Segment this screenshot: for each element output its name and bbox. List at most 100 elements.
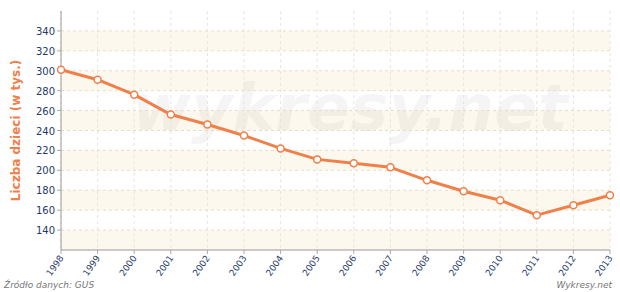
- point: [497, 197, 504, 204]
- grid-line: [61, 170, 610, 171]
- category-label: 2012: [557, 253, 578, 277]
- tick-x: [244, 250, 245, 254]
- band: [61, 230, 610, 250]
- tick-x: [97, 250, 98, 254]
- category-label: 2005: [301, 253, 322, 277]
- category-label: 2007: [374, 253, 395, 277]
- grid-line-x: [134, 11, 135, 250]
- y-axis-label: Liczba dzieci (w tys.): [9, 60, 23, 201]
- tick-x: [463, 250, 464, 254]
- grid-line-x: [500, 11, 501, 250]
- point: [277, 145, 284, 152]
- category-label: 2013: [593, 253, 614, 277]
- grid-line: [61, 30, 610, 31]
- grid-line-x: [463, 11, 464, 250]
- tick-label: 200: [36, 165, 55, 176]
- category-label: 1998: [44, 253, 65, 278]
- tick-x: [610, 250, 611, 254]
- tick-x: [573, 250, 574, 254]
- point: [204, 121, 211, 128]
- point: [131, 91, 138, 98]
- category-label: 2001: [154, 253, 175, 277]
- tick: [57, 130, 61, 131]
- tick: [57, 90, 61, 91]
- grid-line-x: [427, 11, 428, 250]
- watermark: wykresy.net: [132, 71, 571, 145]
- category-label: 2004: [264, 253, 285, 278]
- tick-label: 260: [36, 106, 55, 117]
- tick: [57, 230, 61, 231]
- category-label: 2010: [484, 253, 505, 278]
- tick-x: [134, 250, 135, 254]
- point: [387, 164, 394, 171]
- tick-label: 180: [36, 185, 55, 196]
- tick-x: [427, 250, 428, 254]
- credit: Wykresy.net: [556, 280, 612, 290]
- category-label: 2006: [337, 253, 358, 278]
- tick: [57, 150, 61, 151]
- tick: [57, 210, 61, 211]
- tick-label: 340: [36, 26, 55, 37]
- point: [533, 212, 540, 219]
- point: [424, 177, 431, 184]
- band: [61, 190, 610, 210]
- point: [167, 111, 174, 118]
- tick-label: 220: [36, 145, 55, 156]
- y-axis: [61, 11, 62, 250]
- grid-line-x: [244, 11, 245, 250]
- series: [58, 66, 614, 218]
- grid-line-x: [170, 11, 171, 250]
- tick: [57, 190, 61, 191]
- category-label: 2000: [118, 253, 139, 278]
- tick: [57, 110, 61, 111]
- grid-line: [61, 50, 610, 51]
- tick-x: [317, 250, 318, 254]
- tick-x: [170, 250, 171, 254]
- band: [61, 31, 610, 51]
- source: Źródło danych: GUS: [3, 279, 94, 290]
- grid-line: [61, 70, 610, 71]
- tick-x: [390, 250, 391, 254]
- tick-x: [353, 250, 354, 254]
- tick-label: 320: [36, 46, 55, 57]
- point: [94, 76, 101, 83]
- point: [460, 188, 467, 195]
- grid-line: [61, 90, 610, 91]
- grid-line-x: [353, 11, 354, 250]
- point: [241, 132, 248, 139]
- grid-line-x: [61, 11, 62, 250]
- tick-label: 240: [36, 126, 55, 137]
- grid-line: [61, 130, 610, 131]
- grid-line: [61, 230, 610, 231]
- grid-line-x: [390, 11, 391, 250]
- grid-line-x: [207, 11, 208, 250]
- grid-line: [61, 150, 610, 151]
- point: [314, 156, 321, 163]
- point: [607, 192, 614, 199]
- point: [350, 160, 357, 167]
- category-label: 1999: [81, 253, 102, 278]
- grid-line-x: [317, 11, 318, 250]
- grid-line-x: [97, 11, 98, 250]
- tick: [57, 30, 61, 31]
- grid-line: [61, 190, 610, 191]
- x-axis: [61, 250, 610, 251]
- grid-line: [61, 110, 610, 111]
- category-label: 2011: [520, 253, 541, 277]
- tick: [57, 170, 61, 171]
- grid-line-x: [280, 11, 281, 250]
- tick-x: [500, 250, 501, 254]
- tick: [57, 50, 61, 51]
- chart: wykresy.net14016018020022024026028030032…: [0, 0, 620, 292]
- point: [58, 66, 65, 73]
- tick-label: 300: [36, 66, 55, 77]
- tick-label: 280: [36, 86, 55, 97]
- category-label: 2008: [410, 253, 431, 278]
- category-label: 2009: [447, 253, 468, 278]
- grid-line-x: [573, 11, 574, 250]
- category-label: 2003: [227, 253, 248, 277]
- tick-label: 140: [36, 225, 55, 236]
- tick-x: [536, 250, 537, 254]
- grid-line-x: [610, 11, 611, 250]
- tick-x: [280, 250, 281, 254]
